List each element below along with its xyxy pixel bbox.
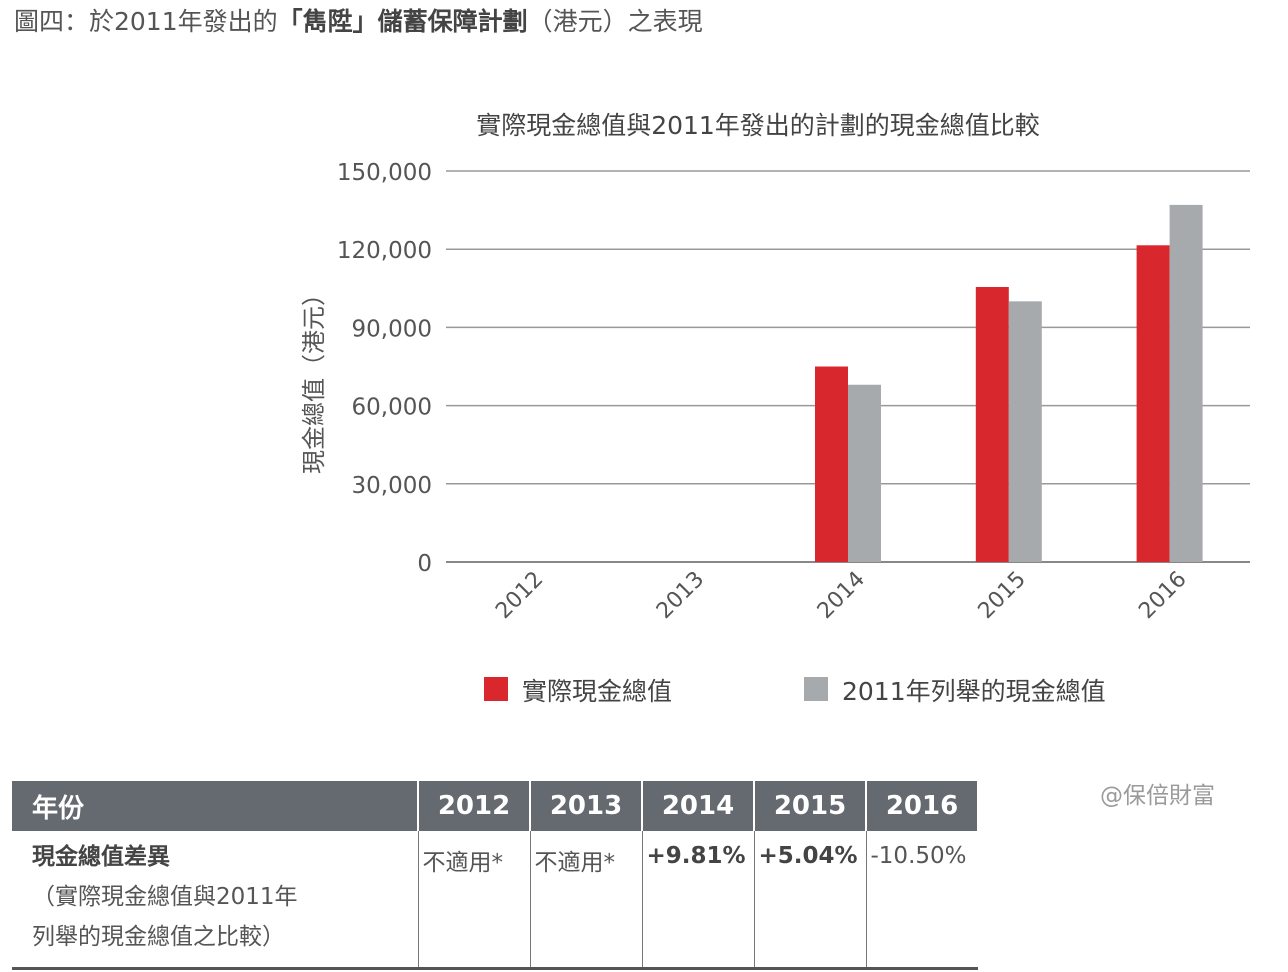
table-cell: 不適用* <box>530 831 643 970</box>
table-cell: +9.81% <box>642 831 755 970</box>
row-label-sub2: 列舉的現金總值之比較） <box>32 924 285 950</box>
table-header-year: 2015 <box>754 781 867 831</box>
table-row: 現金總值差異 （實際現金總值與2011年 列舉的現金總值之比較） 不適用* 不適… <box>12 831 978 970</box>
row-label-sub1: （實際現金總值與2011年 <box>32 884 298 910</box>
figure-title-label: 圖四：於2011年發出的 <box>14 7 278 36</box>
bar-2014-series-0 <box>815 366 848 562</box>
table-header-year: 2014 <box>642 781 755 831</box>
bar-2015-series-0 <box>975 286 1009 562</box>
y-tick-label: 60,000 <box>352 395 432 421</box>
figure-title-suffix: （港元）之表現 <box>527 7 703 36</box>
figure-title-product: 「雋陞」儲蓄保障計劃 <box>277 7 528 36</box>
x-tick-label: 2016 <box>1134 567 1191 624</box>
y-tick-label: 30,000 <box>352 473 432 499</box>
y-tick-label: 90,000 <box>352 316 432 342</box>
chart-title: 實際現金總值與2011年發出的計劃的現金總值比較 <box>476 111 1040 140</box>
legend-label: 2011年列舉的現金總值 <box>842 677 1106 706</box>
table-cell: 不適用* <box>418 831 531 970</box>
bar-2016-series-0 <box>1136 245 1170 563</box>
y-tick-label: 120,000 <box>337 238 432 264</box>
table-header-row: 年份 2012 2013 2014 2015 2016 <box>12 781 979 831</box>
bar-2015-series-1 <box>1008 301 1042 562</box>
y-tick-label: 0 <box>417 551 432 577</box>
bar-chart: 實際現金總值與2011年發出的計劃的現金總值比較 現金總值（港元） 0 30,00… <box>300 111 1250 706</box>
bar-2016-series-1 <box>1169 204 1203 563</box>
x-tick-label: 2012 <box>491 567 548 624</box>
legend-swatch <box>804 677 828 701</box>
y-tick-label: 150,000 <box>337 160 432 186</box>
table-header-year-label: 年份 <box>12 781 419 831</box>
data-table: 年份 2012 2013 2014 2015 2016 現金總值差異 （實際現金… <box>12 781 979 970</box>
table-row-label: 現金總值差異 （實際現金總值與2011年 列舉的現金總值之比較） <box>12 831 419 970</box>
legend-label: 實際現金總值 <box>522 677 672 706</box>
figure-title: 圖四：於2011年發出的「雋陞」儲蓄保障計劃（港元）之表現 <box>14 2 703 38</box>
legend-swatch <box>484 677 508 701</box>
table-cell: -10.50% <box>866 831 978 970</box>
table-cell: +5.04% <box>754 831 867 970</box>
watermark: @保倍財富 <box>1100 783 1215 809</box>
x-tick-label: 2015 <box>974 567 1031 624</box>
table-header-year: 2016 <box>866 781 979 831</box>
bar-2014-series-1 <box>848 384 881 562</box>
y-axis-label: 現金總值（港元） <box>300 282 328 474</box>
x-tick-label: 2014 <box>813 567 870 624</box>
table-header-year: 2012 <box>418 781 531 831</box>
table-header-year: 2013 <box>530 781 643 831</box>
x-tick-label: 2013 <box>652 567 709 624</box>
row-label-main: 現金總值差異 <box>32 844 170 870</box>
